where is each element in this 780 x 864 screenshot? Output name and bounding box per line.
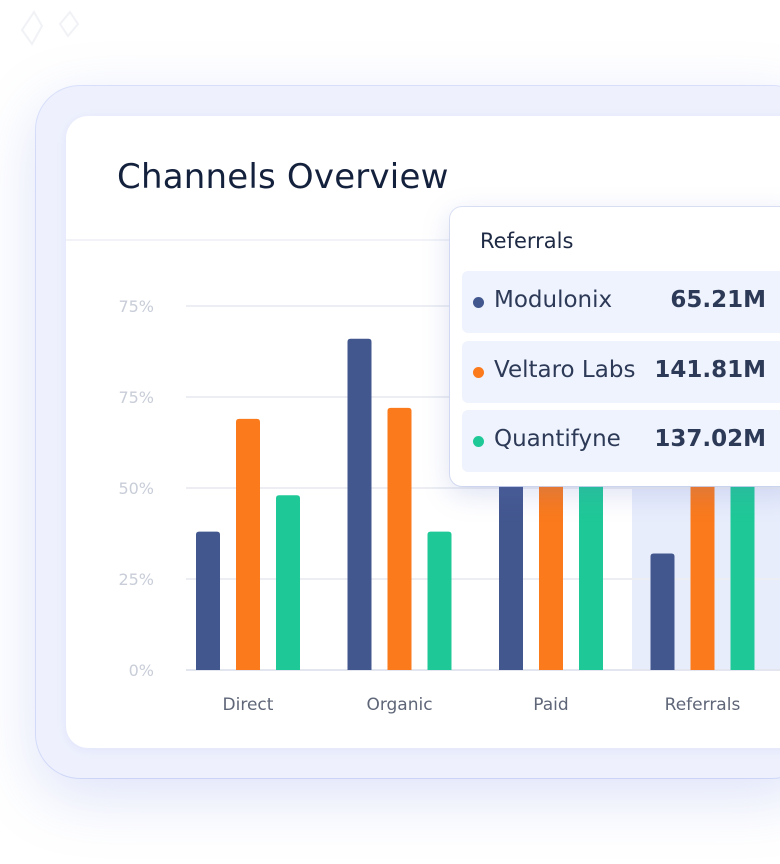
y-tick-label: 0% [129, 661, 154, 680]
x-tick-label: Referrals [665, 695, 741, 715]
bar-direct-veltaro-labs[interactable] [236, 418, 260, 670]
tooltip-row-quantifyne: Quantifyne 137.02M [462, 410, 780, 472]
tooltip-row-veltaro-labs: Veltaro Labs 141.81M [462, 341, 780, 403]
bar-organic-veltaro-labs[interactable] [387, 407, 412, 670]
bar-direct-quantifyne[interactable] [276, 495, 300, 670]
bar-referrals-modulonix[interactable] [650, 553, 675, 670]
series-name: Modulonix [494, 287, 613, 313]
series-name: Veltaro Labs [494, 357, 636, 383]
series-name: Quantifyne [494, 426, 621, 452]
tooltip-title: Referrals [480, 229, 574, 253]
y-tick-label: 75% [118, 388, 154, 407]
bar-organic-modulonix[interactable] [347, 338, 372, 670]
series-dot-icon [473, 436, 484, 447]
title-divider [66, 239, 780, 241]
x-tick-label: Direct [223, 695, 274, 715]
bar-referrals-quantifyne[interactable] [730, 480, 755, 670]
series-value: 141.81M [654, 357, 766, 383]
tooltip-row-modulonix: Modulonix 65.21M [462, 271, 780, 333]
bar-organic-quantifyne[interactable] [427, 531, 452, 670]
sparkle-decoration-icon [20, 10, 80, 46]
series-dot-icon [473, 297, 484, 308]
series-value: 65.21M [670, 287, 766, 313]
y-tick-label: 50% [118, 479, 154, 498]
y-axis-ticks: 0% 25% 50% 75% 75% [118, 297, 154, 680]
y-tick-label: 75% [118, 297, 154, 316]
bar-paid-quantifyne[interactable] [579, 480, 603, 670]
series-value: 137.02M [654, 426, 766, 452]
x-tick-label: Paid [533, 695, 568, 715]
card-title: Channels Overview [117, 157, 449, 197]
y-tick-label: 25% [118, 570, 154, 589]
x-axis-ticks: Direct Organic Paid Referrals [223, 695, 741, 715]
bar-paid-modulonix[interactable] [499, 480, 523, 670]
bars[interactable] [196, 338, 755, 670]
series-dot-icon [473, 367, 484, 378]
x-tick-label: Organic [366, 695, 432, 715]
bar-paid-veltaro-labs[interactable] [539, 480, 563, 670]
referrals-tooltip: Referrals Modulonix 65.21M Veltaro Labs … [450, 207, 780, 486]
bar-direct-modulonix[interactable] [196, 531, 220, 670]
bar-referrals-veltaro-labs[interactable] [690, 480, 715, 670]
